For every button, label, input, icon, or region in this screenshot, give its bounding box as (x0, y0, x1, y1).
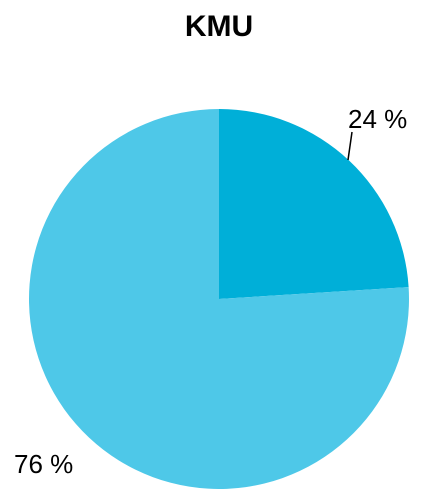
chart-title: KMU (185, 10, 253, 43)
pie-slice (28, 109, 409, 489)
pie-slice (219, 109, 409, 299)
leader-line (347, 131, 353, 161)
data-label: 24 % (348, 104, 407, 134)
data-label: 76 % (14, 449, 73, 479)
